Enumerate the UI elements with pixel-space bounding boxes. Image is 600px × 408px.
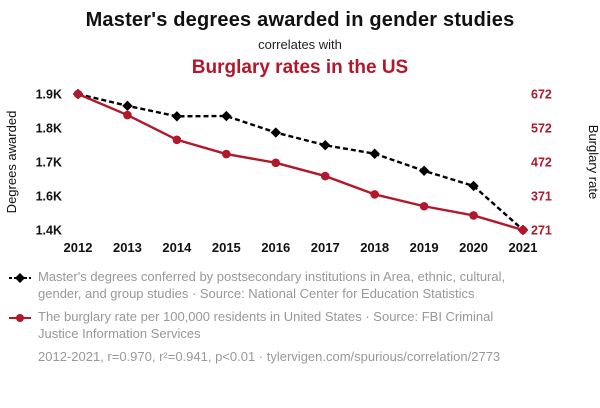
circle-solid-line-icon (9, 309, 31, 342)
x-axis-tick-label: 2012 (64, 240, 93, 255)
right-axis-tick-label: 472 (531, 156, 552, 170)
marker-circle-burglary (222, 149, 231, 159)
right-axis-tick-label: 371 (531, 190, 552, 204)
x-axis-tick-label: 2015 (212, 240, 241, 255)
marker-circle-burglary (73, 89, 83, 99)
marker-diamond-degrees (171, 111, 183, 122)
x-axis-tick-label: 2013 (113, 240, 142, 255)
legend-label-degrees: Master's degrees conferred by postsecond… (38, 269, 506, 301)
left-axis-tick-label: 1.6K (36, 190, 62, 204)
chart-subtitle: correlates with (258, 37, 342, 52)
right-axis-tick-label: 271 (531, 224, 552, 238)
series-line-degrees (77, 92, 524, 231)
marker-circle-burglary (320, 171, 330, 181)
marker-diamond-degrees (468, 180, 479, 192)
legend-item-degrees: Master's degrees conferred by postsecond… (9, 269, 600, 302)
chart-title-secondary: Burglary rates in the US (191, 57, 409, 78)
left-axis-tick-label: 1.8K (36, 122, 62, 136)
legend: Master's degrees conferred by postsecond… (0, 269, 600, 364)
right-axis-title: Burglary rate (586, 125, 600, 199)
left-axis-tick-label: 1.9K (36, 88, 62, 102)
marker-diamond-degrees (320, 140, 331, 151)
marker-circle-burglary (271, 158, 281, 168)
x-axis-tick-label: 2017 (311, 240, 340, 255)
marker-circle-burglary (469, 211, 478, 220)
line-chart: 2012 2013 2014 2015 2016 2017 2018 2019 2020 2021… (4, 88, 600, 256)
marker-diamond-degrees (122, 100, 133, 112)
marker-diamond-degrees (221, 110, 232, 122)
marker-circle-burglary (370, 190, 379, 199)
x-axis-tick-label: 2018 (360, 240, 389, 255)
left-axis-tick-label: 1.4K (36, 224, 62, 238)
left-axis-tick-label: 1.7K (36, 156, 62, 170)
left-axis-title: Degrees awarded (4, 111, 19, 214)
x-axis-tick-label: 2016 (261, 240, 290, 255)
marker-circle-burglary (123, 110, 132, 120)
x-axis-tick-label: 2021 (509, 240, 538, 255)
chart-title: Master's degrees awarded in gender studi… (85, 9, 515, 31)
legend-item-burglary: The burglary rate per 100,000 residents … (9, 309, 600, 342)
x-axis-tick-label: 2020 (459, 240, 488, 255)
marker-circle-burglary (419, 201, 429, 211)
marker-diamond-degrees (418, 165, 430, 177)
right-axis-tick-label: 572 (531, 122, 552, 136)
x-axis-tick-label: 2014 (162, 240, 192, 255)
marker-circle-burglary (172, 135, 182, 145)
marker-circle-burglary (518, 225, 528, 235)
stats-line: 2012-2021, r=0.970, r²=0.941, p<0.01 · t… (38, 349, 501, 364)
series-line-burglary (77, 92, 524, 232)
x-axis-tick-label: 2019 (410, 240, 439, 255)
marker-diamond-degrees (270, 127, 281, 138)
right-axis-tick-label: 672 (531, 88, 552, 102)
diamond-dashed-line-icon (9, 269, 31, 302)
legend-label-burglary: The burglary rate per 100,000 residents … (38, 309, 494, 341)
marker-diamond-degrees (369, 148, 380, 159)
